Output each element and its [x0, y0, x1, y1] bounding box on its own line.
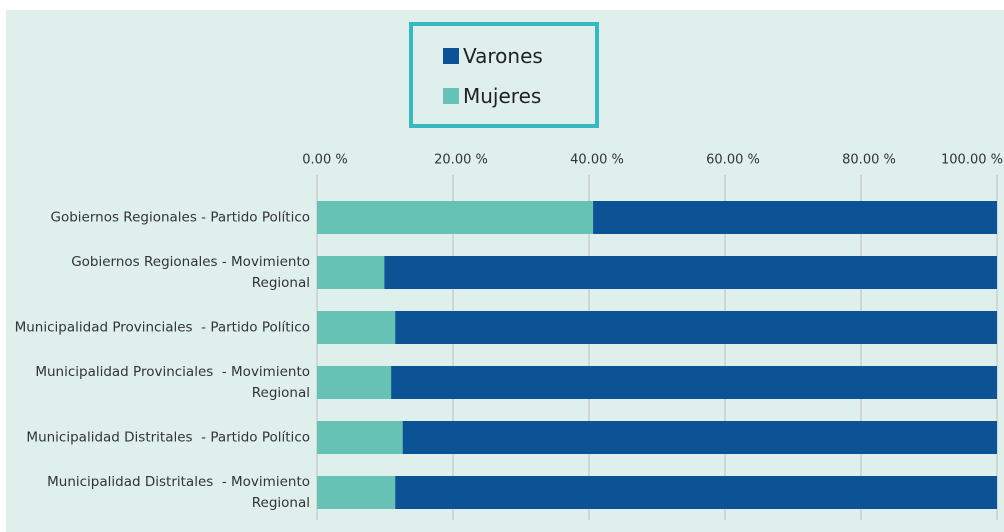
y-tick-label: Municipalidad Distritales - Partido Polí…	[26, 429, 310, 445]
bar-segment	[317, 256, 385, 289]
bar-segment	[395, 311, 997, 344]
bar-segment	[317, 311, 396, 344]
bar-segment	[402, 421, 997, 454]
x-tick-label: 20.00 %	[434, 153, 488, 168]
x-tick-label: 100.00 %	[941, 153, 1003, 168]
y-tick-label: Gobiernos Regionales - Partido Político	[50, 209, 311, 225]
y-tick-label: Municipalidad Provinciales - Partido Pol…	[14, 319, 310, 335]
legend-swatch	[443, 88, 459, 104]
legend-label: Varones	[463, 44, 543, 68]
bar-segment	[317, 476, 396, 509]
legend-item: Varones	[443, 44, 543, 68]
bar-segment	[391, 366, 997, 399]
legend: Varones Mujeres	[409, 22, 599, 128]
y-tick-label: Gobiernos Regionales - Movimiento Region…	[71, 253, 310, 291]
legend-swatch	[443, 48, 459, 64]
legend-label: Mujeres	[463, 84, 542, 108]
x-tick-label: 0.00 %	[302, 153, 347, 168]
y-tick-label: Municipalidad Distritales - Movimiento R…	[47, 473, 310, 511]
x-tick-label: 80.00 %	[842, 153, 896, 168]
bar-segment	[593, 201, 997, 234]
bar-segment	[395, 476, 997, 509]
y-tick-label: Municipalidad Provinciales - Movimiento …	[35, 363, 310, 401]
x-tick-label: 60.00 %	[706, 153, 760, 168]
bar-segment	[317, 421, 403, 454]
bar-segment	[384, 256, 997, 289]
bar-segment	[317, 201, 594, 234]
legend-item: Mujeres	[443, 84, 541, 108]
x-tick-label: 40.00 %	[570, 153, 624, 168]
bar-segment	[317, 366, 392, 399]
